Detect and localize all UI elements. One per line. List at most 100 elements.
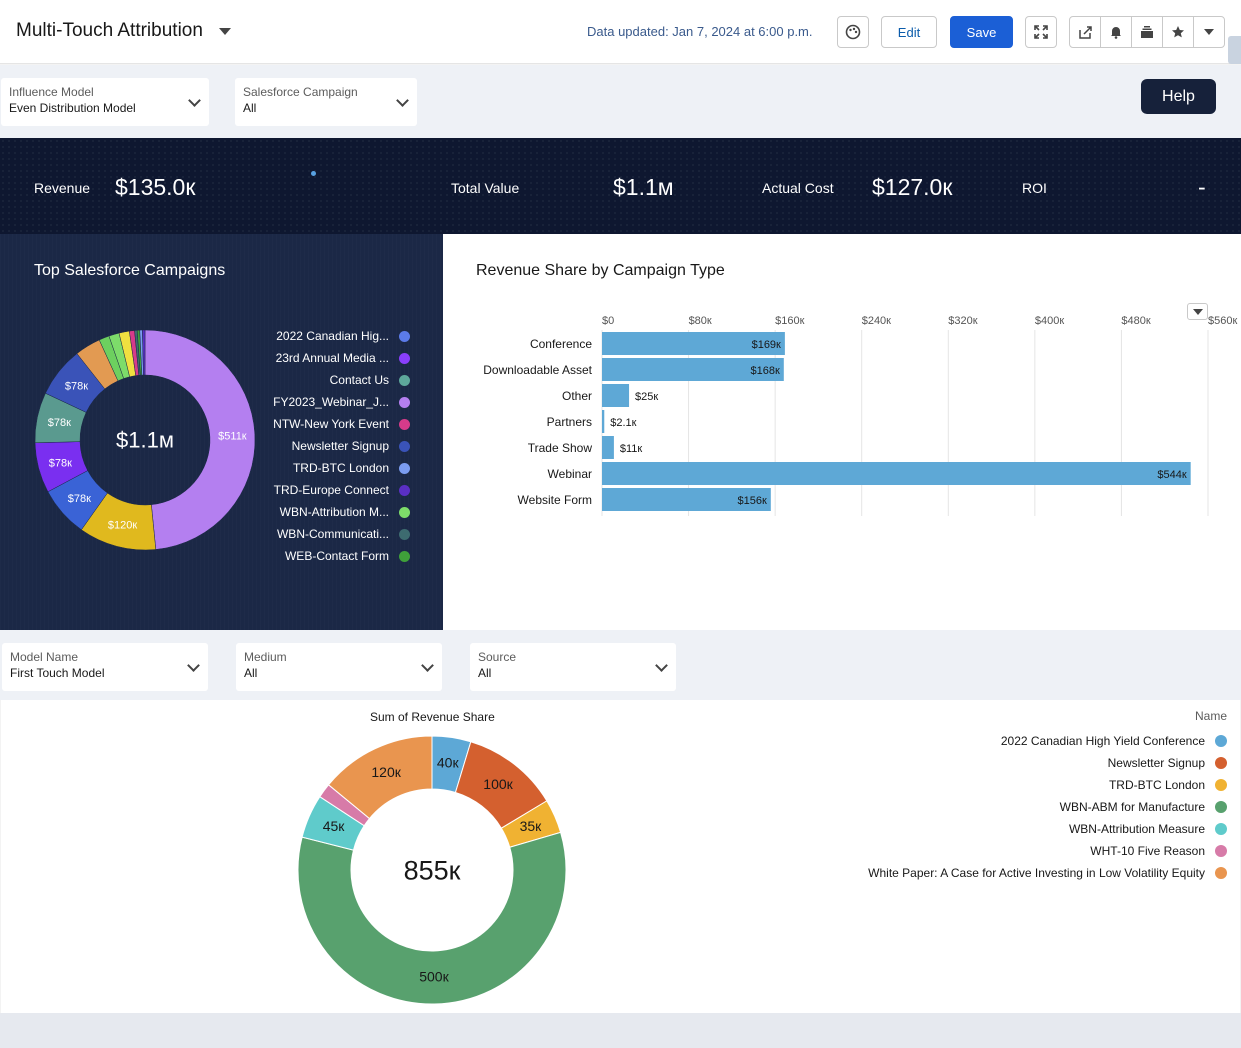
y-category-label: Trade Show — [528, 441, 593, 455]
legend-item[interactable]: White Paper: A Case for Active Investing… — [868, 865, 1227, 881]
legend-item[interactable]: TRD-BTC London — [1109, 777, 1227, 793]
legend-label: TRD-BTC London — [1108, 778, 1205, 792]
donut-slice[interactable] — [34, 392, 87, 444]
donut-slice[interactable] — [98, 335, 125, 382]
legend-label: WHT-10 Five Reason — [1090, 844, 1205, 858]
legend-item[interactable]: 2022 Canadian High Yield Conference — [1001, 733, 1227, 749]
bar[interactable] — [602, 332, 785, 355]
legend-item[interactable]: 23rd Annual Media ... — [276, 350, 410, 366]
donut-slice[interactable] — [134, 330, 141, 376]
panel-title: Top Salesforce Campaigns — [34, 262, 226, 279]
chevron-down-icon — [396, 94, 409, 107]
kpi-roi-label: ROI — [1022, 180, 1047, 196]
donut-center-value: $1.1м — [116, 428, 174, 453]
legend-label: TRD-Europe Connect — [273, 483, 389, 497]
save-button[interactable]: Save — [950, 16, 1013, 48]
bar-value-label: $544к — [1157, 469, 1186, 481]
theme-button[interactable] — [837, 16, 869, 48]
donut-slice[interactable] — [118, 330, 137, 378]
legend-label: Newsletter Signup — [1107, 756, 1205, 770]
filter-value: Even Distribution Model — [9, 101, 136, 115]
donut-slice[interactable] — [129, 330, 140, 376]
bar[interactable] — [602, 488, 771, 511]
legend-label: 2022 Canadian High Yield Conference — [1000, 734, 1205, 748]
x-tick-label: $0 — [602, 315, 614, 327]
y-category-label: Downloadable Asset — [483, 363, 592, 377]
legend-item[interactable]: NTW-New York Event — [273, 416, 410, 432]
model-name-filter[interactable]: Model Name First Touch Model — [2, 643, 208, 691]
bar[interactable] — [602, 462, 1191, 485]
collection-button[interactable] — [1132, 17, 1163, 47]
revenue-share-bar-chart: $0 $80к $160к $240к $320к $400к $480к $560к Conf… — [483, 315, 1237, 516]
fullscreen-button[interactable] — [1025, 16, 1057, 48]
slice-value-label: 500к — [419, 968, 449, 984]
legend-label: TRD-BTC London — [292, 461, 389, 475]
legend-item[interactable]: WHT-10 Five Reason — [1090, 843, 1227, 859]
legend-swatch — [399, 418, 410, 430]
subscribe-button[interactable] — [1101, 17, 1132, 47]
donut-slice[interactable] — [297, 831, 567, 1005]
x-tick-label: $160к — [775, 315, 804, 327]
legend-item[interactable]: Newsletter Signup — [292, 438, 410, 454]
legend-item[interactable]: WBN-Communicati... — [277, 526, 410, 542]
kpi-total-value-label: Total Value — [451, 180, 520, 196]
bar[interactable] — [602, 384, 630, 407]
favorite-button[interactable] — [1163, 17, 1194, 47]
chevron-down-icon — [188, 94, 201, 107]
bar-value-label: $2.1к — [610, 417, 636, 429]
donut-slice[interactable] — [139, 329, 144, 376]
bar[interactable] — [602, 410, 605, 433]
legend-item[interactable]: WBN-Attribution Measure — [1069, 821, 1227, 837]
donut-slice[interactable] — [45, 353, 106, 413]
legend-item[interactable]: FY2023_Webinar_J... — [273, 394, 410, 410]
collection-icon — [1141, 26, 1153, 38]
y-category-label: Conference — [530, 337, 592, 351]
legend-item[interactable]: Newsletter Signup — [1108, 755, 1227, 771]
donut-slice[interactable] — [144, 329, 256, 550]
donut-slice[interactable] — [47, 470, 108, 531]
more-actions-button[interactable] — [1194, 17, 1224, 47]
legend-item[interactable]: Contact Us — [330, 372, 410, 388]
top-campaigns-donut-chart: $511к $120к $78к $78к $78к $78к $1.1м — [34, 329, 256, 551]
donut-slice[interactable] — [327, 735, 433, 820]
page-title: Multi-Touch Attribution — [16, 20, 203, 41]
decorative-dot — [311, 171, 316, 176]
legend-swatch — [1215, 801, 1227, 813]
donut-slice[interactable] — [142, 329, 146, 376]
slice-value-label: 100к — [483, 776, 513, 792]
legend-item[interactable]: WBN-ABM for Manufacture — [1060, 799, 1227, 815]
legend-label: 23rd Annual Media ... — [275, 351, 389, 365]
legend-item[interactable]: WEB-Contact Form — [285, 548, 410, 564]
legend-swatch — [1215, 779, 1227, 791]
chevron-down-icon — [1204, 29, 1214, 35]
legend-swatch — [399, 330, 410, 342]
bar[interactable] — [602, 358, 784, 381]
legend-item[interactable]: TRD-Europe Connect — [274, 482, 410, 498]
donut-slice[interactable] — [136, 329, 143, 376]
edit-button[interactable]: Edit — [881, 16, 937, 48]
share-button[interactable] — [1070, 17, 1101, 47]
bar[interactable] — [602, 436, 614, 459]
donut-slice[interactable] — [76, 339, 119, 390]
slice-value-label: $78к — [65, 381, 88, 393]
side-panel-handle[interactable] — [1228, 36, 1241, 64]
legend-label: Contact Us — [329, 373, 389, 387]
medium-filter[interactable]: Medium All — [236, 643, 442, 691]
help-button[interactable]: Help — [1141, 79, 1216, 114]
legend-item[interactable]: WBN-Attribution M... — [280, 504, 410, 520]
source-filter[interactable]: Source All — [470, 643, 676, 691]
bell-icon — [1111, 27, 1121, 39]
donut-slice[interactable] — [34, 441, 88, 493]
legend-swatch — [399, 396, 410, 408]
chart-menu-button[interactable] — [1187, 303, 1208, 320]
legend-item[interactable]: 2022 Canadian Hig... — [276, 328, 410, 344]
slice-value-label: 35к — [520, 818, 543, 834]
donut-slice[interactable] — [81, 492, 157, 551]
filter-value: All — [244, 666, 258, 680]
kpi-roi-value: - — [1198, 174, 1206, 200]
influence-model-filter[interactable]: Influence Model Even Distribution Model — [1, 78, 209, 126]
donut-slice[interactable] — [108, 332, 130, 379]
salesforce-campaign-filter[interactable]: Salesforce Campaign All — [235, 78, 417, 126]
title-dropdown-icon[interactable] — [219, 28, 231, 35]
legend-item[interactable]: TRD-BTC London — [293, 460, 410, 476]
